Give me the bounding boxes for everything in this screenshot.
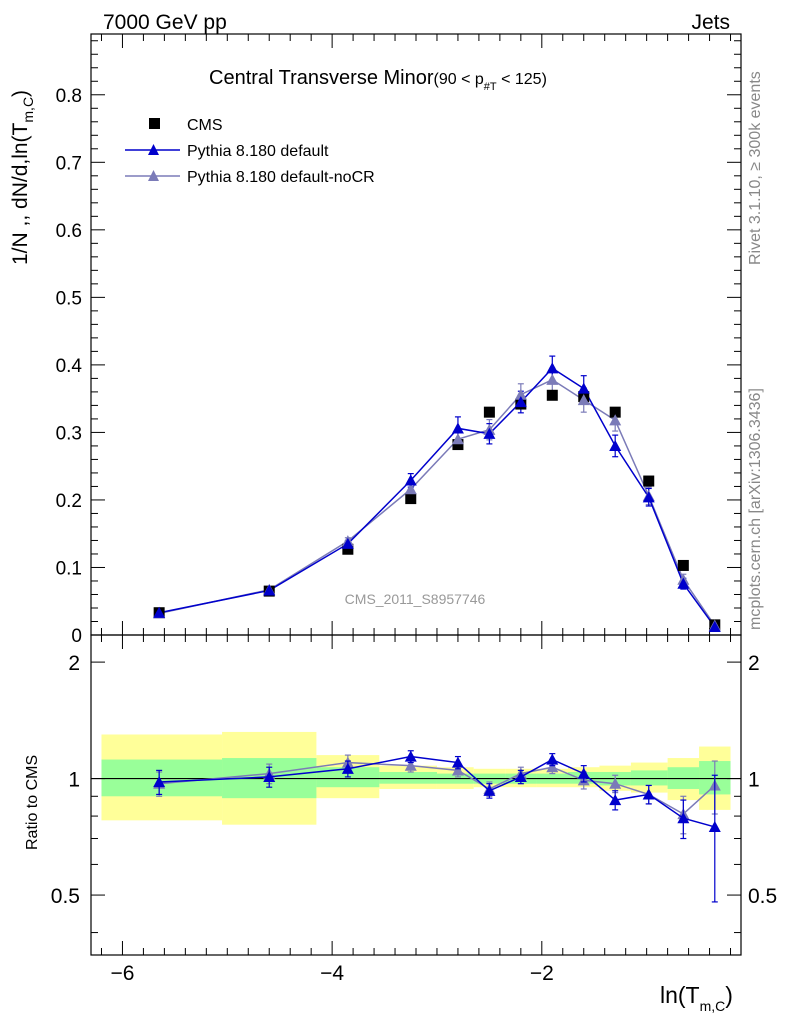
cms-point <box>405 493 417 505</box>
mc-point <box>642 491 655 503</box>
y-tick-label: 0.2 <box>56 491 82 512</box>
legend-label-nocr: Pythia 8.180 default-noCR <box>187 169 375 186</box>
header-left: 7000 GeV pp <box>103 11 227 34</box>
cms-point <box>342 543 354 555</box>
legend-marker-nocr <box>148 170 159 181</box>
mc-point <box>708 620 721 632</box>
ratio-point <box>642 788 655 800</box>
mc-point <box>609 439 622 452</box>
y-axis-label: 1/N ,, dN/d,ln(Tm,C) <box>9 90 36 265</box>
cms-point <box>609 406 621 418</box>
mc-point <box>577 394 590 406</box>
ratio-point <box>341 762 354 774</box>
y-tick-label: 0.3 <box>56 423 82 444</box>
x-tick-label: −2 <box>530 962 554 985</box>
ratio-point <box>677 812 690 824</box>
ratio-panel: −6 −4 −2 0.5 0.5 1 1 2 2 <box>51 634 777 985</box>
legend-marker-cms <box>149 118 160 129</box>
plot-title-main: Central Transverse Minor <box>209 67 434 89</box>
mc-point <box>153 606 166 618</box>
cms-point <box>643 475 655 487</box>
y-tick-label: 0.4 <box>56 356 83 377</box>
legend-marker-default <box>148 144 159 155</box>
y-tick-label: 0 <box>71 626 82 647</box>
plot-title: Central Transverse Minor(90 < p#T < 125) <box>209 67 547 93</box>
ratio-point <box>708 820 721 833</box>
x-tick-label: −6 <box>110 962 134 985</box>
y-tick-label: 0.8 <box>56 86 82 107</box>
mc-point <box>514 396 527 408</box>
ratio-point <box>514 770 527 783</box>
mc-point <box>546 373 559 385</box>
mc-point <box>546 362 559 374</box>
ratio-point <box>609 777 622 789</box>
x-axis-label: ln(Tm,C) <box>660 982 733 1014</box>
series-line-2 <box>158 378 716 626</box>
ratio-band-inner-0 <box>101 759 223 797</box>
cms-point <box>452 439 464 451</box>
ratio-axis-label: Ratio to CMS <box>24 755 41 850</box>
ratio-y-tick-label-left: 2 <box>68 652 80 675</box>
svg-text:1/N ,, dN/d,ln(Tm,C): 1/N ,, dN/d,ln(Tm,C) <box>9 90 36 265</box>
ratio-point <box>153 775 166 788</box>
ratio-point <box>451 764 464 776</box>
header-right: Jets <box>691 11 730 34</box>
mc-point <box>341 537 354 549</box>
series-line-1 <box>158 367 716 628</box>
cms-point <box>677 559 689 571</box>
y-tick-label: 0.1 <box>56 558 82 579</box>
legend-label-default: Pythia 8.180 default <box>187 143 329 160</box>
y-tick-label: 0.5 <box>56 288 82 309</box>
mc-point <box>483 427 496 439</box>
ratio-y-tick-label-right: 2 <box>748 652 760 675</box>
mcplots-label: mcplots.cern.ch [arXiv:1306.3436] <box>747 388 764 630</box>
cms-point <box>546 389 558 401</box>
ratio-band-inner-3 <box>379 771 437 784</box>
ratio-point <box>263 770 276 783</box>
ratio-point <box>483 784 496 796</box>
ratio-point <box>404 759 417 771</box>
x-label-sub: m,C <box>700 998 726 1014</box>
legend: CMS Pythia 8.180 default Pythia 8.180 de… <box>125 117 375 186</box>
cms-point <box>483 406 495 418</box>
mc-point <box>263 584 276 596</box>
ratio-point <box>577 767 590 779</box>
y-label-close: ) <box>9 90 32 97</box>
y-tick-label: 0.7 <box>56 153 82 174</box>
legend-label-cms: CMS <box>187 117 223 134</box>
mc-point <box>577 382 590 394</box>
mc-point <box>677 577 690 589</box>
ratio-y-tick-label-right: 1 <box>748 769 760 792</box>
ratio-y-tick-label-left: 0.5 <box>51 885 80 908</box>
ratio-band-inner-10 <box>630 770 668 786</box>
y-label-main: 1/N ,, dN/d,ln(T <box>9 122 32 265</box>
mc-point <box>514 388 527 400</box>
mc-point <box>404 474 417 486</box>
rivet-label: Rivet 3.1.10, ≥ 300k events <box>747 71 764 265</box>
x-tick-label: −4 <box>320 962 344 985</box>
ratio-point <box>404 750 417 762</box>
mc-point <box>451 433 464 445</box>
x-label-close: ) <box>725 982 733 1008</box>
x-label-main: ln(T <box>660 982 700 1008</box>
plot-title-sub: #T <box>484 81 497 93</box>
ratio-point <box>451 756 464 768</box>
mc-point <box>609 414 622 426</box>
ratio-point <box>609 794 622 806</box>
ratio-y-tick-label-left: 1 <box>68 769 80 792</box>
plot-title-cut-end: < 125) <box>497 71 547 88</box>
ratio-point <box>546 753 559 765</box>
ratio-y-tick-label-right: 0.5 <box>748 885 777 908</box>
y-tick-label: 0.6 <box>56 221 82 242</box>
plot-title-cut: (90 < p <box>434 71 484 88</box>
mc-point <box>451 422 464 434</box>
y-label-sub: m,C <box>20 97 36 123</box>
mc-point <box>404 483 417 495</box>
ratio-point <box>546 761 559 773</box>
analysis-watermark: CMS_2011_S8957746 <box>345 591 486 607</box>
